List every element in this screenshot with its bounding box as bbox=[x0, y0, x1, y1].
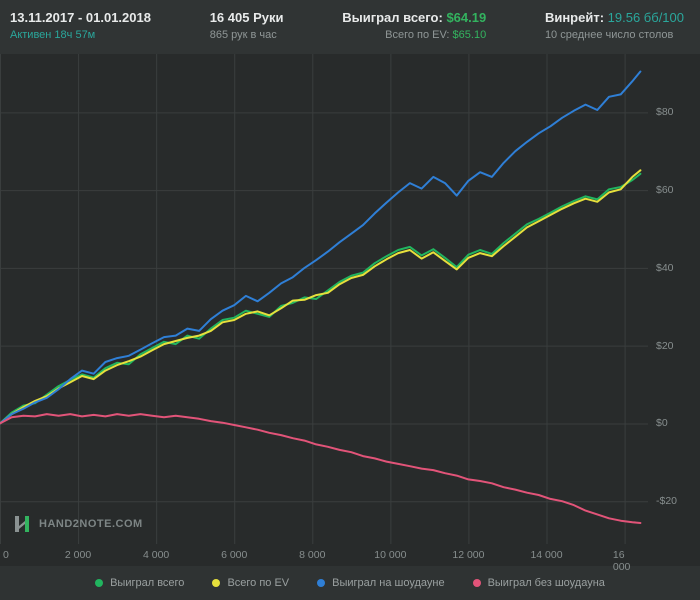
winrate-label: Винрейт: bbox=[544, 10, 605, 25]
legend-dot-showdown bbox=[317, 579, 326, 587]
y-tick-label: $60 bbox=[656, 184, 674, 197]
stats-header: 13.11.2017 - 01.01.2018 Активен 18ч 57м … bbox=[0, 0, 700, 54]
x-tick-label: 12 000 bbox=[452, 549, 485, 561]
x-tick-label: 16 000 bbox=[612, 549, 631, 573]
avg-tables: 10 среднее число столов bbox=[544, 28, 674, 41]
y-axis-labels: $80 $60 $40 $20 $0 -$20 bbox=[648, 54, 700, 544]
x-tick-label: 14 000 bbox=[530, 549, 563, 561]
plot-area bbox=[0, 54, 648, 544]
winrate-block: Винрейт: 19.56 бб/100 10 среднее число с… bbox=[545, 9, 684, 44]
series-showdown-won bbox=[0, 70, 642, 425]
won-total-row: Выиграл всего: $64.19 bbox=[342, 9, 486, 28]
ev-total-value: $65.10 bbox=[452, 28, 487, 41]
x-tick-label: 10 000 bbox=[374, 549, 407, 561]
date-range-block[interactable]: 13.11.2017 - 01.01.2018 Активен 18ч 57м bbox=[10, 9, 151, 44]
series-total-won bbox=[0, 172, 642, 425]
series-ev-total bbox=[0, 169, 642, 425]
x-tick-label: 6 000 bbox=[221, 549, 248, 561]
y-tick-label: $20 bbox=[656, 339, 674, 352]
date-range[interactable]: 13.11.2017 - 01.01.2018 bbox=[10, 10, 151, 25]
legend-item-ev-total[interactable]: Всего по EV bbox=[212, 577, 289, 589]
legend-item-non-showdown[interactable]: Выиграл без шоудауна bbox=[472, 577, 605, 589]
y-tick-label: $40 bbox=[656, 261, 674, 274]
legend-label-showdown: Выиграл на шоудауне bbox=[332, 577, 445, 589]
y-tick-label: -$20 bbox=[656, 495, 678, 508]
ev-total-row: Всего по EV: $65.10 bbox=[385, 28, 486, 44]
legend-label-non-showdown: Выиграл без шоудауна bbox=[487, 577, 605, 589]
winrate-value: 19.56 бб/100 bbox=[607, 10, 684, 25]
x-tick-label: 2 000 bbox=[64, 549, 92, 561]
legend-item-showdown[interactable]: Выиграл на шоудауне bbox=[317, 577, 445, 589]
legend-dot-non-showdown bbox=[472, 579, 481, 587]
hand2note-logo-icon bbox=[15, 516, 29, 532]
hand2note-logo: HAND2NOTE.COM bbox=[12, 514, 143, 534]
won-total-label: Выиграл всего: bbox=[342, 10, 443, 25]
hands-count: 16 405 Руки bbox=[209, 10, 284, 25]
won-total-value: $64.19 bbox=[446, 10, 487, 25]
legend-item-total-won[interactable]: Выиграл всего bbox=[95, 577, 184, 589]
winnings-block: Выиграл всего: $64.19 Всего по EV: $65.1… bbox=[342, 9, 486, 44]
x-axis-labels: 0 2 000 4 000 6 000 8 000 10 000 12 000 14 000 1… bbox=[0, 544, 648, 573]
legend-label-ev-total: Всего по EV bbox=[227, 577, 290, 589]
active-time: Активен 18ч 57м bbox=[10, 28, 96, 41]
x-tick-label: 8 000 bbox=[299, 549, 326, 561]
x-tick-label: 4 000 bbox=[143, 549, 170, 561]
hands-block: 16 405 Руки 865 рук в час bbox=[210, 9, 284, 44]
legend-dot-total-won bbox=[95, 579, 104, 587]
y-tick-label: $80 bbox=[656, 106, 674, 119]
x-tick-label: 0 bbox=[3, 549, 9, 561]
hands-per-hour: 865 рук в час bbox=[209, 28, 277, 41]
chart-canvas bbox=[0, 54, 648, 544]
legend: Выиграл всего Всего по EV Выиграл на шоу… bbox=[0, 566, 700, 600]
legend-dot-ev-total bbox=[212, 579, 221, 587]
legend-label-total-won: Выиграл всего bbox=[110, 577, 185, 589]
hand2note-logo-text: HAND2NOTE.COM bbox=[39, 518, 143, 530]
y-tick-label: $0 bbox=[656, 417, 668, 430]
series-non-showdown-won bbox=[0, 413, 642, 524]
ev-total-label: Всего по EV: bbox=[385, 28, 450, 41]
winrate-row: Винрейт: 19.56 бб/100 bbox=[545, 9, 684, 28]
winnings-chart: $80 $60 $40 $20 $0 -$20 0 2 000 4 000 6 000 8 000… bbox=[0, 54, 700, 573]
